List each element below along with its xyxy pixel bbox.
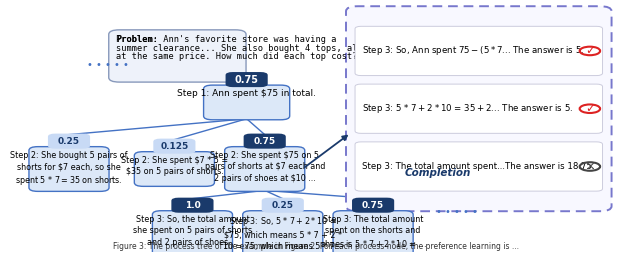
FancyBboxPatch shape — [333, 211, 413, 255]
Text: Step 3: So, 5 * $7 + 2 * $10 =
$75, which means 5 * 7 + 2 *
10 = 75, which means: Step 3: So, 5 * $7 + 2 * $10 = $75, whic… — [223, 215, 342, 251]
Text: ✓: ✓ — [585, 102, 595, 115]
Text: • • • • •: • • • • • — [87, 60, 129, 70]
Text: • • • • •: • • • • • — [436, 207, 478, 217]
Text: Step 3: The total amount spent...The answer is 18.75.: Step 3: The total amount spent...The ans… — [362, 162, 595, 171]
Text: Step 2: She spent $75 on 5
pairs of shorts at $7 each and
2 pairs of shoes at $1: Step 2: She spent $75 on 5 pairs of shor… — [205, 151, 325, 183]
FancyBboxPatch shape — [225, 147, 305, 191]
FancyBboxPatch shape — [204, 85, 290, 120]
FancyBboxPatch shape — [29, 147, 109, 191]
Text: Completion: Completion — [405, 168, 472, 178]
Text: 0.75: 0.75 — [235, 75, 259, 85]
Text: Step 3: So, Ann spent $75 - (5 * $7... The answer is 5.: Step 3: So, Ann spent $75 - (5 * $7... T… — [362, 45, 584, 57]
Text: Step 2: She spent $7 * 5 =
$35 on 5 pairs of shorts.: Step 2: She spent $7 * 5 = $35 on 5 pair… — [121, 156, 228, 176]
Text: summer clearance... She also bought 4 tops, all: summer clearance... She also bought 4 to… — [116, 44, 363, 53]
Text: Step 1: Ann spent $75 in total.: Step 1: Ann spent $75 in total. — [177, 89, 316, 98]
Text: Figure 3: The process tree of the example in Figure 2. For each process node, th: Figure 3: The process tree of the exampl… — [113, 242, 519, 251]
FancyBboxPatch shape — [244, 134, 286, 149]
Text: at the same price. How much did each top cost?: at the same price. How much did each top… — [116, 52, 358, 61]
FancyBboxPatch shape — [48, 134, 90, 149]
FancyBboxPatch shape — [109, 30, 246, 82]
FancyBboxPatch shape — [134, 152, 214, 186]
FancyBboxPatch shape — [154, 139, 195, 154]
Text: ✕: ✕ — [585, 162, 595, 172]
FancyBboxPatch shape — [225, 72, 268, 87]
Text: ✓: ✓ — [585, 45, 595, 57]
Text: Step 2: She bought 5 pairs of
shorts for $7 each, so she
spent 5 * $7 = $35 on s: Step 2: She bought 5 pairs of shorts for… — [10, 151, 128, 187]
FancyBboxPatch shape — [172, 198, 214, 213]
Text: 0.125: 0.125 — [160, 142, 189, 151]
FancyBboxPatch shape — [152, 211, 232, 255]
FancyBboxPatch shape — [355, 142, 602, 191]
FancyBboxPatch shape — [262, 198, 304, 213]
Text: Problem:: Problem: — [116, 35, 158, 44]
FancyBboxPatch shape — [355, 26, 602, 76]
Text: Step 3: 5 * $7 + 2 * $10 = $35 + $2... The answer is 5.: Step 3: 5 * $7 + 2 * $10 = $35 + $2... T… — [362, 102, 573, 115]
Text: 0.75: 0.75 — [253, 137, 276, 146]
Text: Step 3: So, the total amount
she spent on 5 pairs of shorts
and 2 pairs of shoes: Step 3: So, the total amount she spent o… — [133, 215, 252, 247]
FancyBboxPatch shape — [243, 211, 323, 255]
Text: Problem: Ann's favorite store was having a: Problem: Ann's favorite store was having… — [116, 35, 337, 44]
FancyBboxPatch shape — [346, 6, 612, 211]
Text: 0.25: 0.25 — [58, 137, 80, 146]
FancyBboxPatch shape — [355, 84, 602, 133]
Text: Step 3: The total amount
spent on the shorts and
shoes is 5 * $7 + 2 * $10 = ...: Step 3: The total amount spent on the sh… — [320, 215, 426, 249]
FancyBboxPatch shape — [352, 198, 394, 213]
Text: 0.25: 0.25 — [272, 201, 294, 210]
Text: 0.75: 0.75 — [362, 201, 384, 210]
Text: 1.0: 1.0 — [184, 201, 200, 210]
